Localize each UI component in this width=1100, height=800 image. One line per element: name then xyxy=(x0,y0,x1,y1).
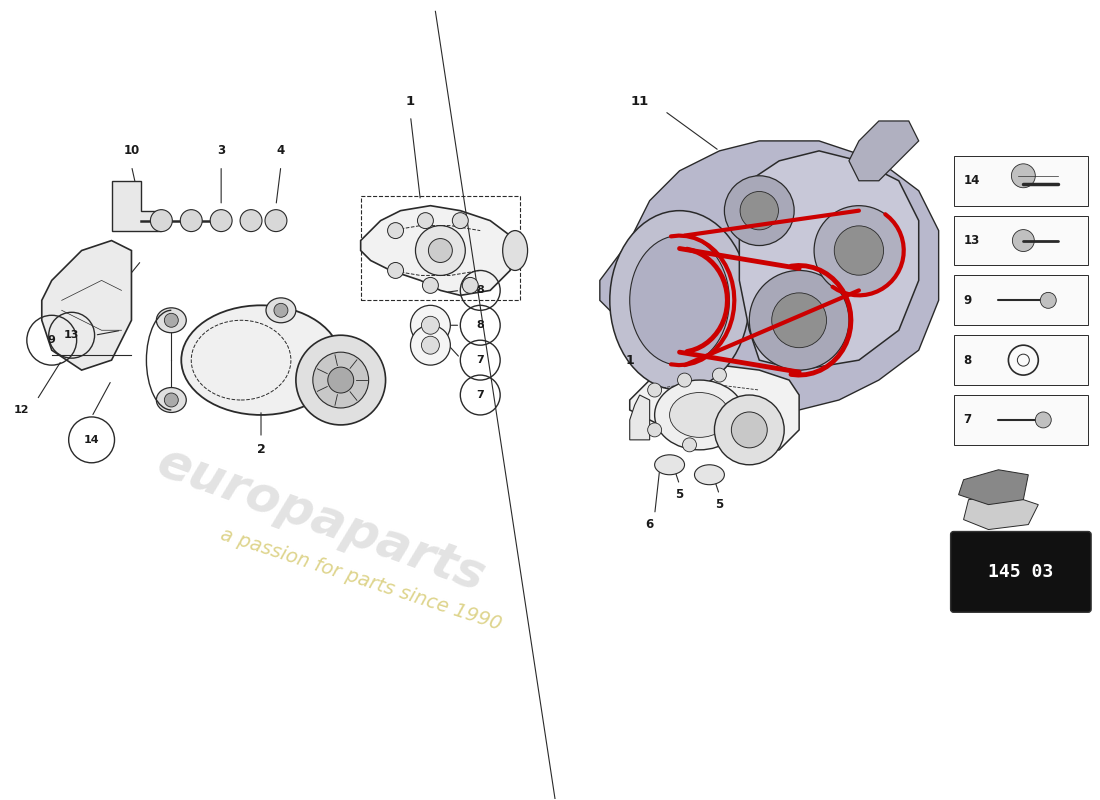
Circle shape xyxy=(772,293,826,348)
Circle shape xyxy=(387,262,404,278)
Circle shape xyxy=(180,210,202,231)
Circle shape xyxy=(1011,164,1035,188)
Ellipse shape xyxy=(654,455,684,474)
Circle shape xyxy=(421,336,439,354)
Circle shape xyxy=(296,335,386,425)
Circle shape xyxy=(725,176,794,246)
Circle shape xyxy=(714,395,784,465)
Polygon shape xyxy=(42,241,132,370)
Text: 12: 12 xyxy=(14,405,30,415)
Ellipse shape xyxy=(609,210,749,390)
Circle shape xyxy=(1041,292,1056,308)
Circle shape xyxy=(1012,230,1034,251)
Ellipse shape xyxy=(503,230,528,270)
Text: 10: 10 xyxy=(123,144,140,158)
Circle shape xyxy=(732,412,767,448)
Circle shape xyxy=(648,383,661,397)
Circle shape xyxy=(418,213,433,229)
Text: 9: 9 xyxy=(47,335,56,346)
Ellipse shape xyxy=(182,306,341,415)
Text: 14: 14 xyxy=(964,174,980,187)
Text: 8: 8 xyxy=(964,354,971,366)
Circle shape xyxy=(682,438,696,452)
Circle shape xyxy=(678,373,692,387)
Circle shape xyxy=(164,393,178,407)
Circle shape xyxy=(410,326,450,365)
Text: 13: 13 xyxy=(64,330,79,340)
Polygon shape xyxy=(111,181,162,230)
Polygon shape xyxy=(629,395,650,440)
Circle shape xyxy=(749,270,849,370)
Polygon shape xyxy=(739,151,918,370)
FancyBboxPatch shape xyxy=(954,395,1088,445)
Circle shape xyxy=(210,210,232,231)
Ellipse shape xyxy=(670,393,729,438)
FancyBboxPatch shape xyxy=(954,156,1088,206)
Ellipse shape xyxy=(156,308,186,333)
Ellipse shape xyxy=(694,465,725,485)
Ellipse shape xyxy=(266,298,296,322)
Text: 2: 2 xyxy=(256,443,265,456)
Text: 1: 1 xyxy=(406,94,415,107)
Circle shape xyxy=(328,367,354,393)
Text: 8: 8 xyxy=(476,286,484,295)
Polygon shape xyxy=(361,206,510,295)
Circle shape xyxy=(814,206,904,295)
Circle shape xyxy=(265,210,287,231)
Circle shape xyxy=(648,423,661,437)
Circle shape xyxy=(713,368,726,382)
Circle shape xyxy=(428,238,452,262)
Circle shape xyxy=(410,306,450,345)
Text: 7: 7 xyxy=(476,355,484,365)
Text: 5: 5 xyxy=(715,498,724,511)
Circle shape xyxy=(740,191,779,230)
Text: 8: 8 xyxy=(476,320,484,330)
Circle shape xyxy=(240,210,262,231)
Circle shape xyxy=(312,352,368,408)
Text: 13: 13 xyxy=(964,234,980,247)
Text: 9: 9 xyxy=(964,294,971,307)
Polygon shape xyxy=(964,494,1038,530)
Circle shape xyxy=(834,226,883,275)
Text: 4: 4 xyxy=(277,144,285,158)
Text: 11: 11 xyxy=(630,94,649,107)
Circle shape xyxy=(421,316,439,334)
Text: a passion for parts since 1990: a passion for parts since 1990 xyxy=(218,525,504,634)
Circle shape xyxy=(452,213,469,229)
Ellipse shape xyxy=(654,380,745,450)
Polygon shape xyxy=(629,365,799,455)
FancyBboxPatch shape xyxy=(950,531,1091,612)
Circle shape xyxy=(151,210,173,231)
Circle shape xyxy=(1035,412,1052,428)
Circle shape xyxy=(387,222,404,238)
Text: europaparts: europaparts xyxy=(150,438,492,602)
Text: 3: 3 xyxy=(217,144,226,158)
Circle shape xyxy=(416,226,465,275)
Text: 7: 7 xyxy=(476,390,484,400)
Ellipse shape xyxy=(629,235,729,365)
Text: 1: 1 xyxy=(625,354,634,366)
Circle shape xyxy=(422,278,439,294)
Circle shape xyxy=(274,303,288,318)
FancyBboxPatch shape xyxy=(954,335,1088,385)
Text: 6: 6 xyxy=(646,518,653,531)
Polygon shape xyxy=(849,121,918,181)
Circle shape xyxy=(723,438,736,452)
Polygon shape xyxy=(600,141,938,410)
Text: 5: 5 xyxy=(675,488,684,501)
Circle shape xyxy=(164,314,178,327)
Ellipse shape xyxy=(156,387,186,413)
Text: 14: 14 xyxy=(84,435,99,445)
Polygon shape xyxy=(958,470,1028,505)
Text: 145 03: 145 03 xyxy=(988,563,1054,581)
Circle shape xyxy=(462,278,478,294)
FancyBboxPatch shape xyxy=(954,275,1088,326)
FancyBboxPatch shape xyxy=(954,216,1088,266)
Text: 7: 7 xyxy=(964,414,971,426)
